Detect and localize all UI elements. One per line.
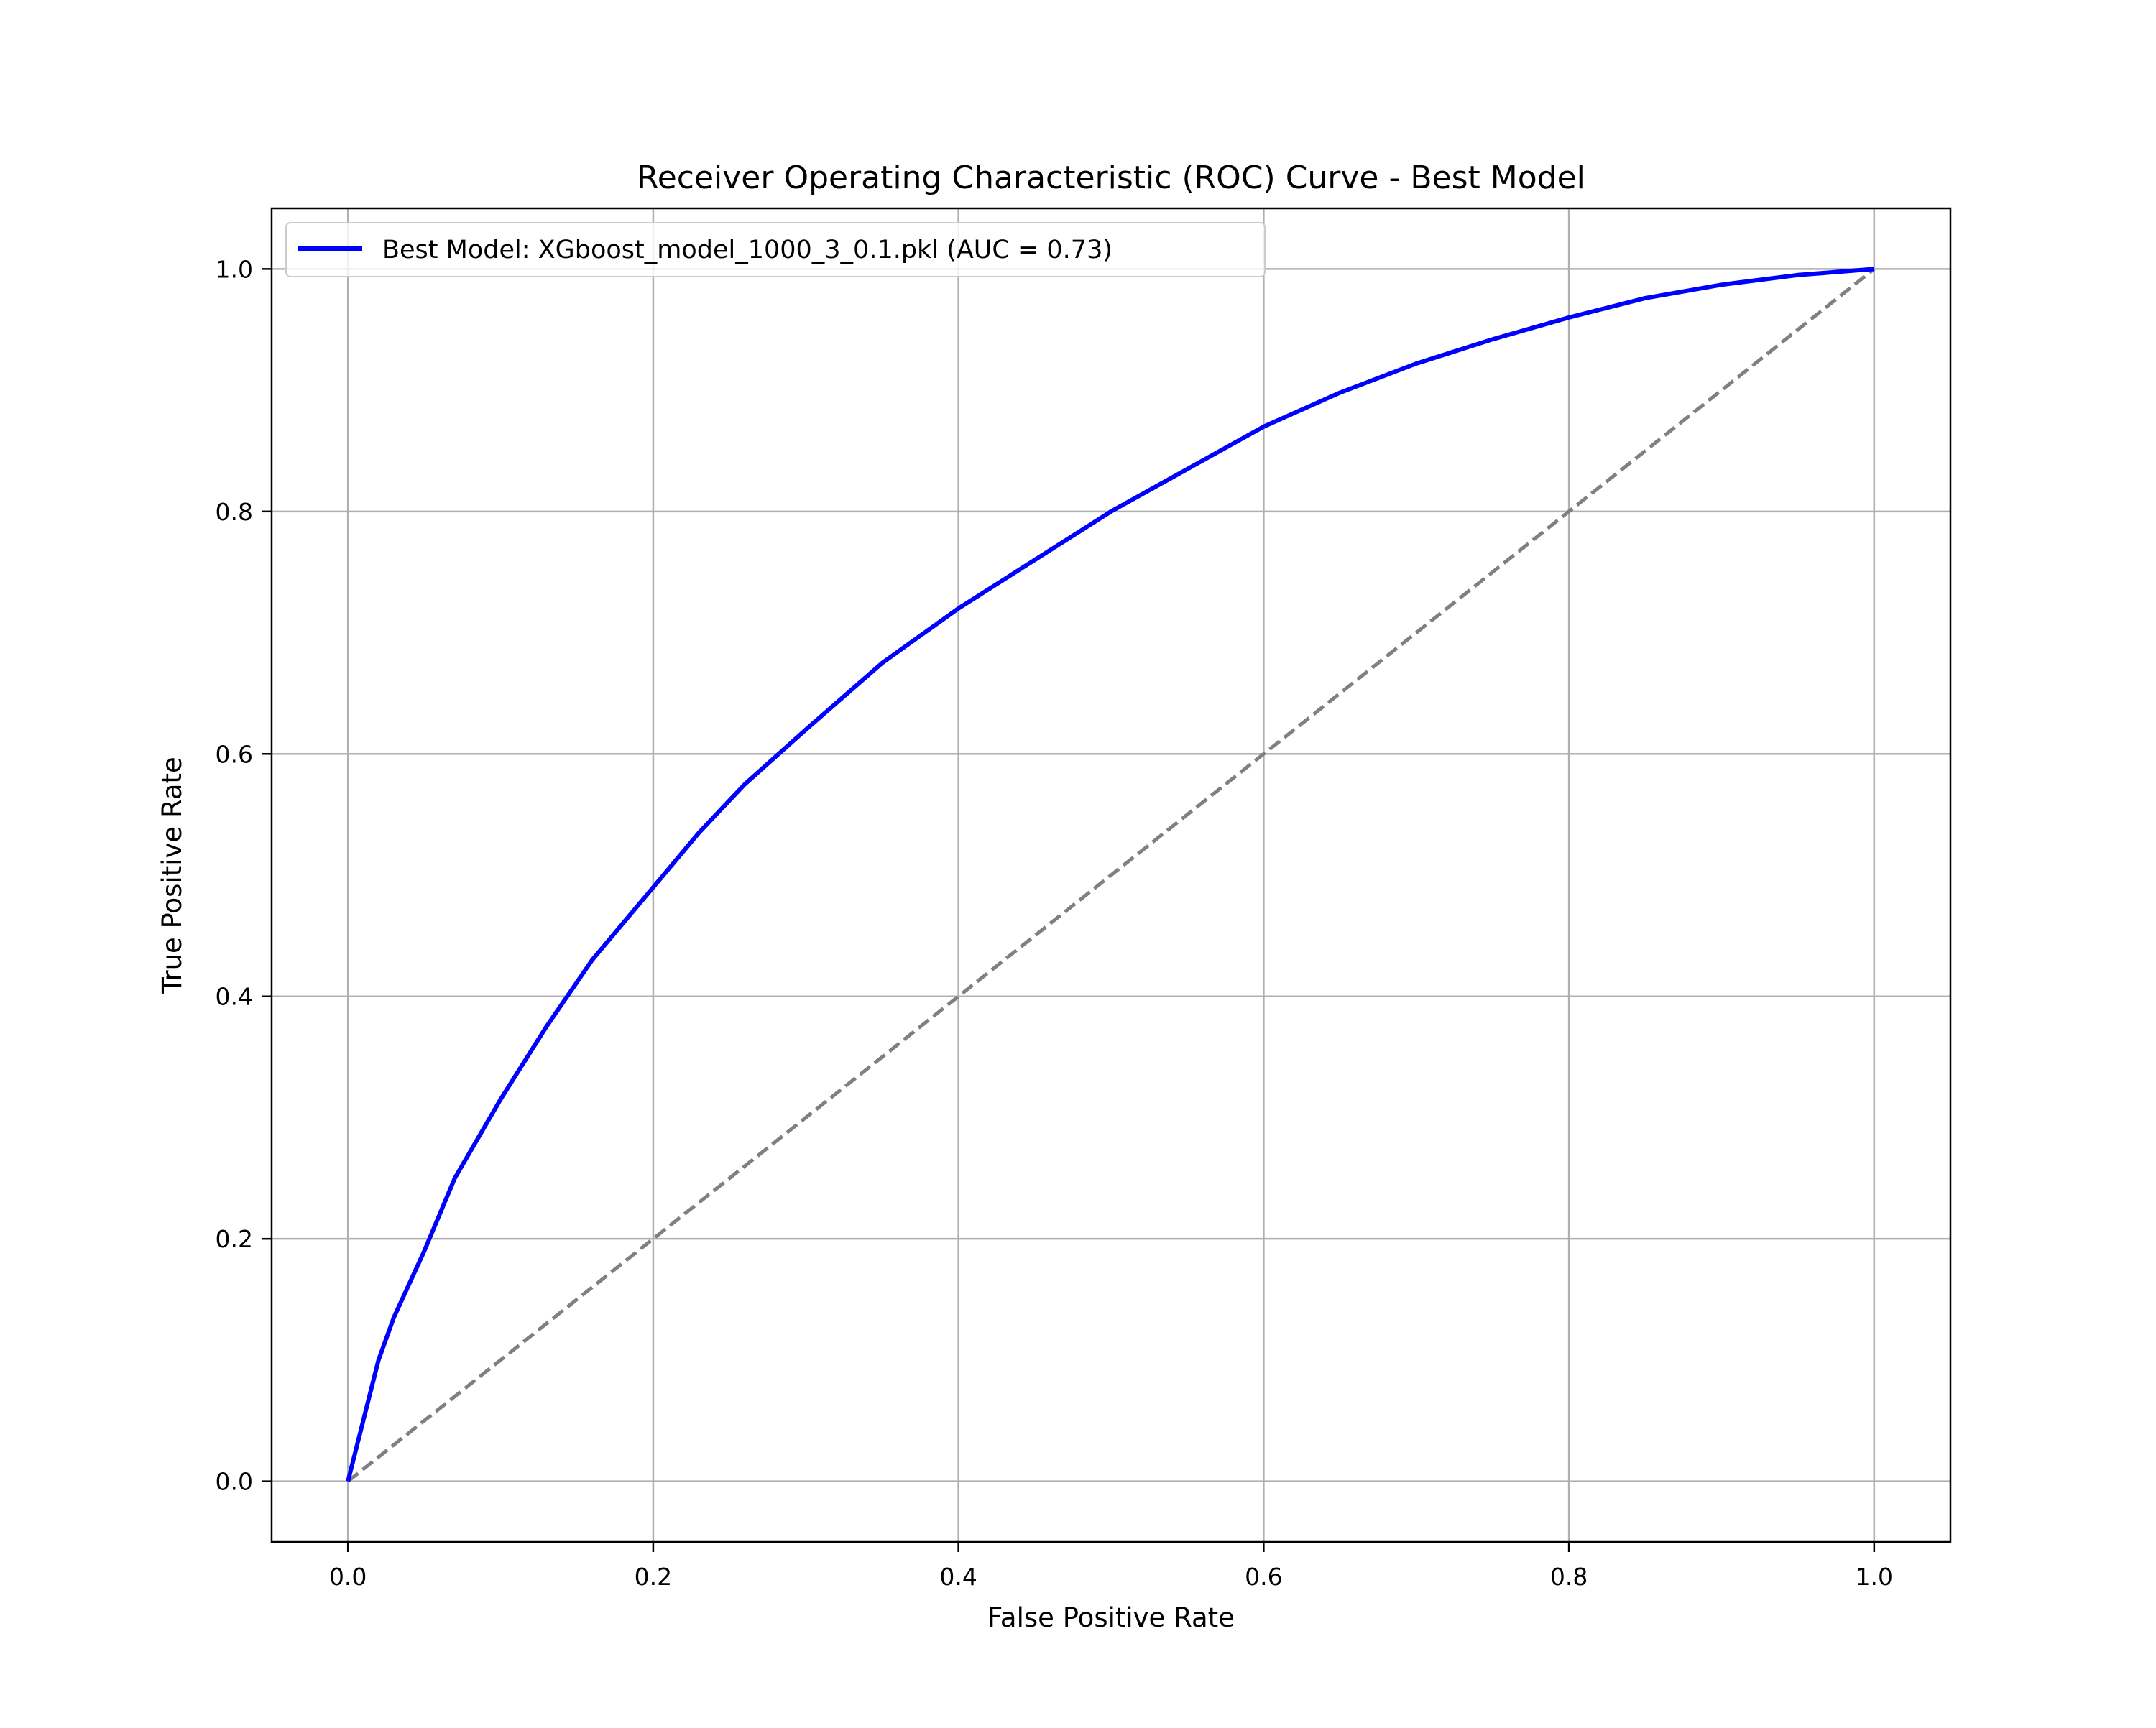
series-lines bbox=[346, 267, 1876, 1483]
x-tick-label: 0.2 bbox=[635, 1563, 672, 1591]
plot-frame bbox=[270, 207, 1952, 1543]
x-tick-label: 0.8 bbox=[1550, 1563, 1588, 1591]
y-tick-label: 1.0 bbox=[216, 255, 253, 283]
x-tick-label: 0.4 bbox=[939, 1563, 977, 1591]
legend-box bbox=[285, 222, 1266, 277]
x-tick-label: 0.0 bbox=[329, 1563, 367, 1591]
axis-ticks: 0.0 0.2 0.4 0.6 0.8 1.0 0.0 0.2 0.4 0.6 0.8 1.0 bbox=[216, 255, 1894, 1591]
y-tick-label: 0.2 bbox=[216, 1225, 253, 1253]
reference-diagonal-line bbox=[346, 267, 1876, 1483]
legend: Best Model: XGboost_model_1000_3_0.1.pkl… bbox=[285, 222, 1266, 277]
y-tick-label: 0.8 bbox=[216, 498, 253, 526]
x-axis-label: False Positive Rate bbox=[987, 1602, 1235, 1633]
chart-title: Receiver Operating Characteristic (ROC) … bbox=[637, 160, 1585, 196]
y-axis-label: True Positive Rate bbox=[157, 757, 188, 994]
x-tick-label: 0.6 bbox=[1245, 1563, 1282, 1591]
y-tick-label: 0.0 bbox=[216, 1468, 253, 1496]
y-tick-label: 0.6 bbox=[216, 740, 253, 768]
x-tick-label: 1.0 bbox=[1856, 1563, 1893, 1591]
roc-curve-line bbox=[346, 267, 1875, 1482]
y-tick-label: 0.4 bbox=[216, 983, 253, 1011]
legend-entry-label: Best Model: XGboost_model_1000_3_0.1.pkl… bbox=[382, 236, 1112, 264]
